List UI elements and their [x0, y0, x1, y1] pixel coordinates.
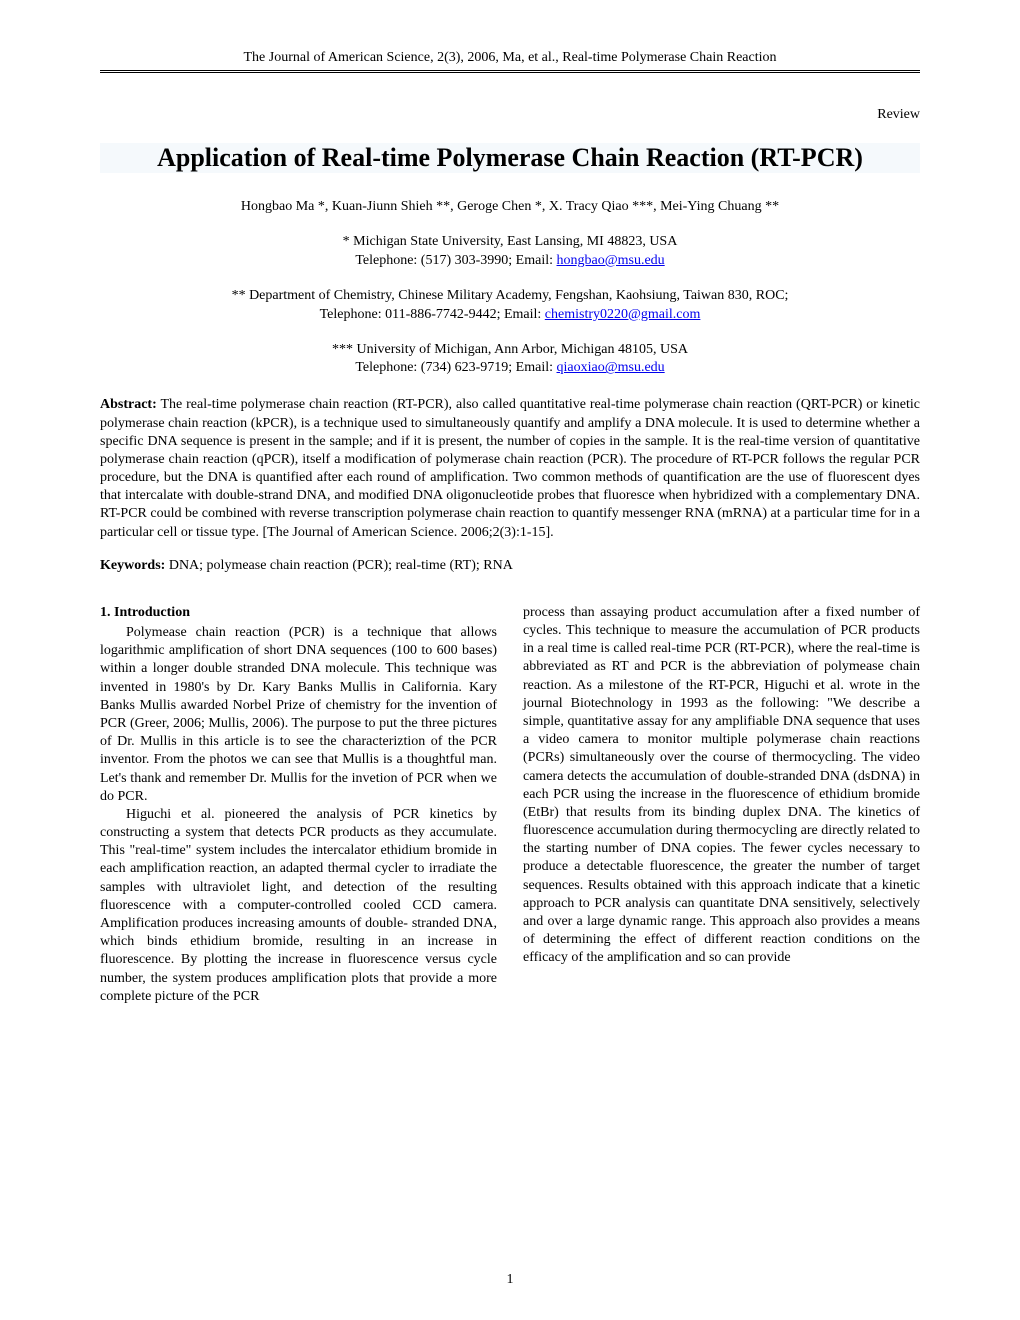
body-columns: 1. Introduction Polymease chain reaction…: [100, 604, 920, 1006]
affiliation-2: ** Department of Chemistry, Chinese Mili…: [100, 287, 920, 325]
paragraph: Polymease chain reaction (PCR) is a tech…: [100, 624, 497, 806]
affiliation-2-line1: ** Department of Chemistry, Chinese Mili…: [232, 288, 789, 303]
affiliation-1-line1: * Michigan State University, East Lansin…: [343, 234, 678, 249]
affiliation-3-email[interactable]: qiaoxiao@msu.edu: [557, 360, 665, 375]
keywords-label: Keywords:: [100, 558, 165, 573]
author-list: Hongbao Ma *, Kuan-Jiunn Shieh **, Gerog…: [100, 199, 920, 215]
abstract-text: The real-time polymerase chain reaction …: [100, 397, 920, 539]
keywords: Keywords: DNA; polymease chain reaction …: [100, 558, 920, 574]
affiliation-1-email[interactable]: hongbao@msu.edu: [557, 253, 665, 268]
affiliation-2-contact: Telephone: 011-886-7742-9442; Email:: [320, 307, 545, 322]
column-right: process than assaying product accumulati…: [523, 604, 920, 1006]
affiliation-2-email[interactable]: chemistry0220@gmail.com: [545, 307, 701, 322]
abstract-label: Abstract:: [100, 397, 157, 412]
affiliation-3-contact: Telephone: (734) 623-9719; Email:: [355, 360, 556, 375]
review-label: Review: [100, 107, 920, 123]
paragraph: process than assaying product accumulati…: [523, 604, 920, 968]
keywords-text: DNA; polymease chain reaction (PCR); rea…: [165, 558, 513, 573]
article-title: Application of Real-time Polymerase Chai…: [100, 143, 920, 173]
affiliation-1: * Michigan State University, East Lansin…: [100, 233, 920, 271]
affiliation-3: *** University of Michigan, Ann Arbor, M…: [100, 341, 920, 379]
paragraph: Higuchi et al. pioneered the analysis of…: [100, 806, 497, 1006]
column-left: 1. Introduction Polymease chain reaction…: [100, 604, 497, 1006]
affiliation-3-line1: *** University of Michigan, Ann Arbor, M…: [332, 342, 688, 357]
section-heading: 1. Introduction: [100, 604, 497, 622]
running-header: The Journal of American Science, 2(3), 2…: [100, 50, 920, 73]
page-number: 1: [0, 1272, 1020, 1288]
affiliation-1-contact: Telephone: (517) 303-3990; Email:: [355, 253, 556, 268]
abstract: Abstract: The real-time polymerase chain…: [100, 396, 920, 542]
